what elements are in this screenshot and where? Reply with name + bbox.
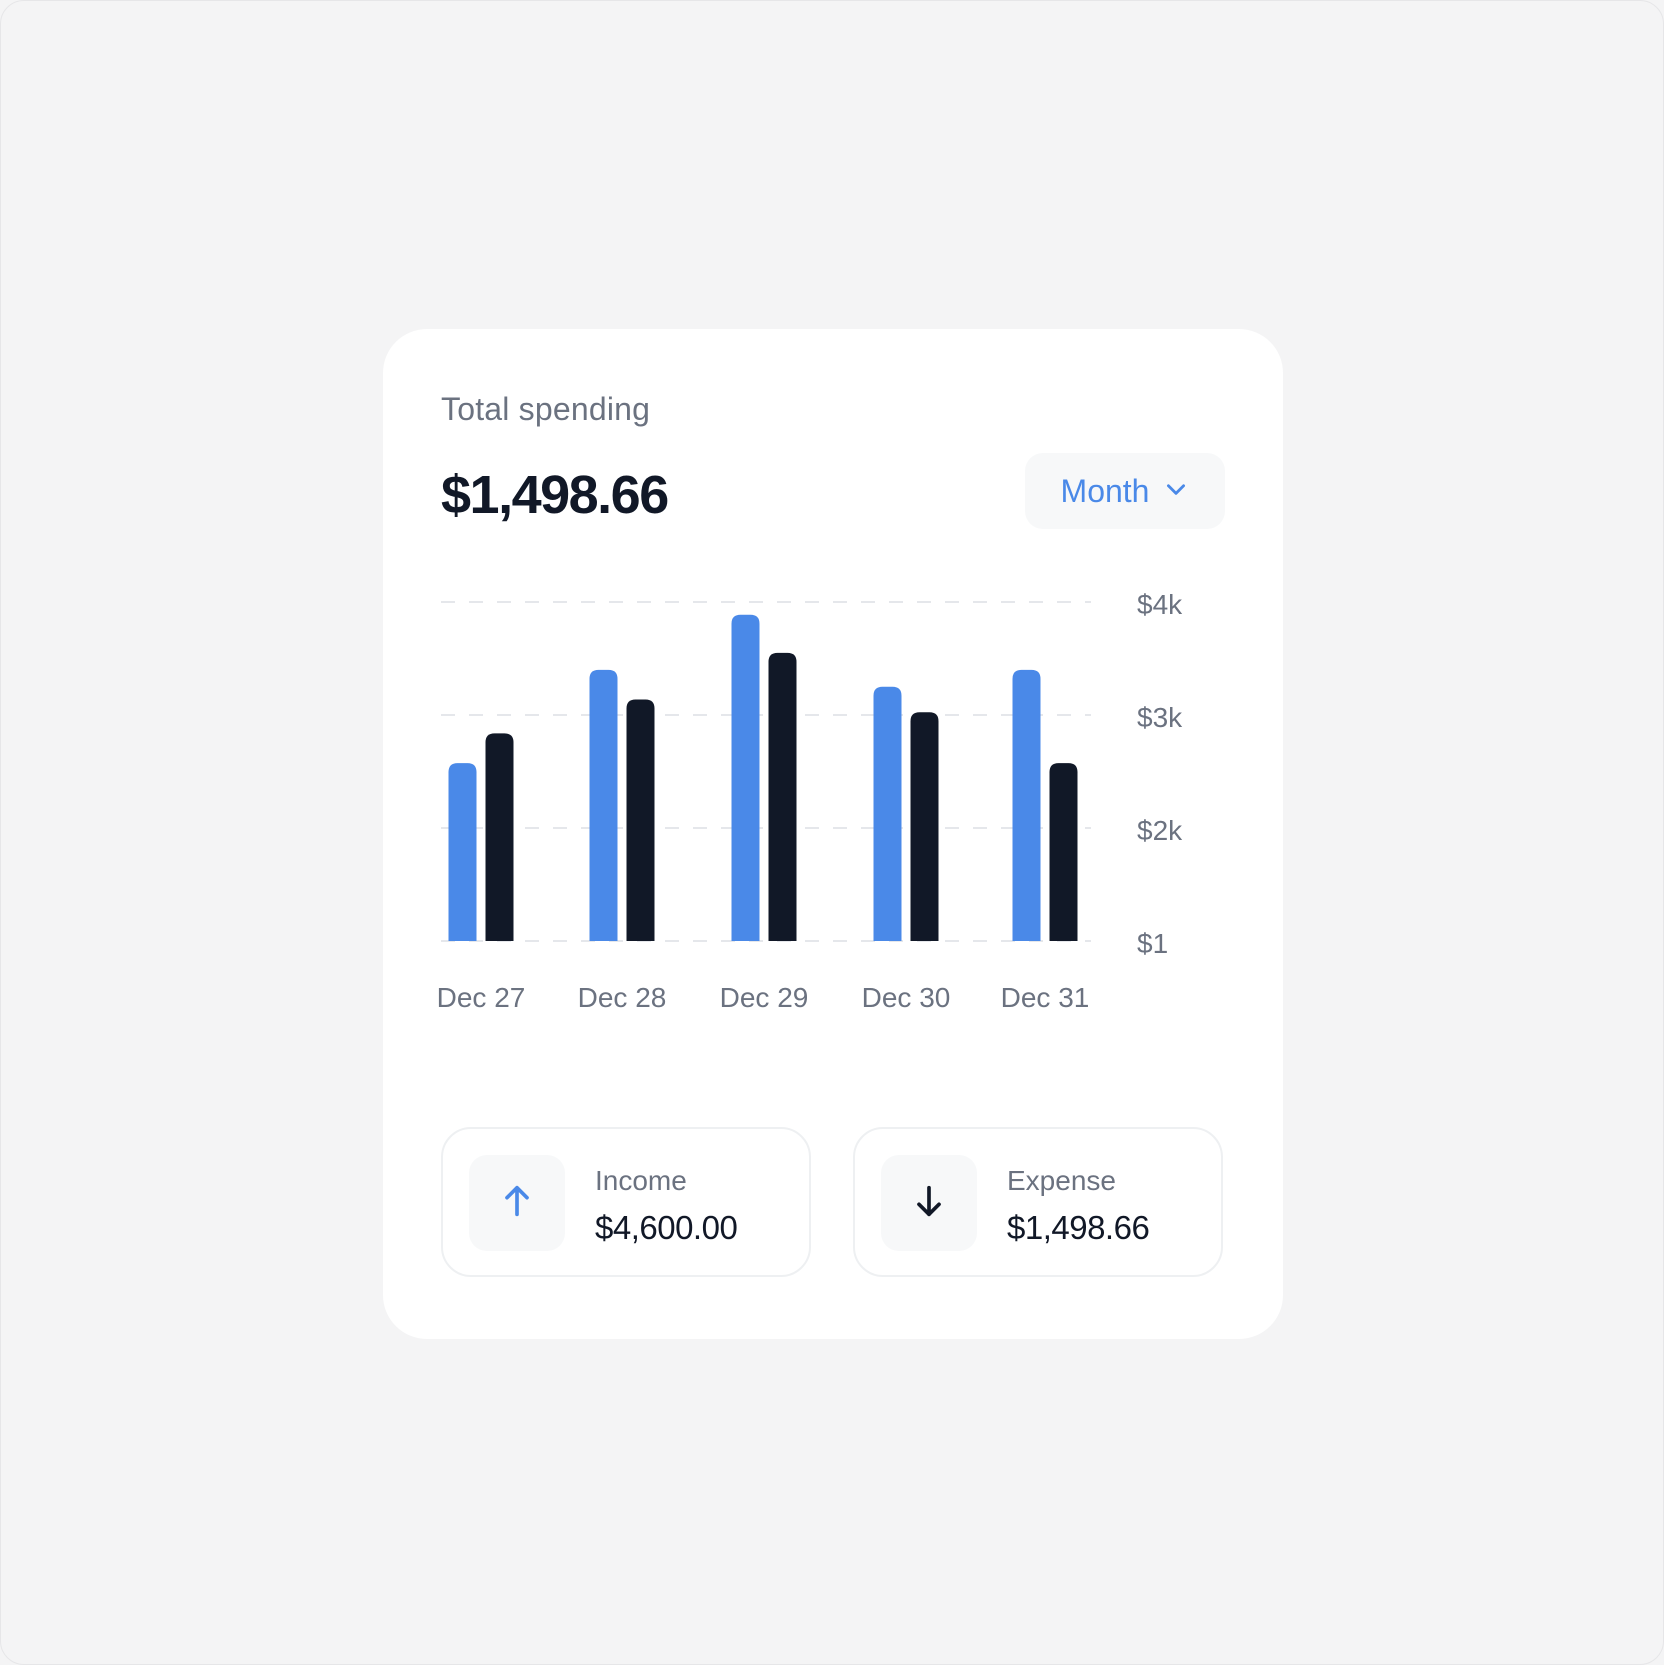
bar-expense bbox=[768, 652, 797, 941]
total-spending-amount: $1,498.66 bbox=[441, 465, 669, 525]
income-summary: Income $4,600.00 bbox=[441, 1127, 811, 1277]
chart-canvas: $4k $3k $2k $1 Dec 27 Dec 28 Dec 29 Dec 30 Dec 3… bbox=[437, 589, 1184, 1013]
bar-expense bbox=[626, 699, 655, 941]
x-tick-label: Dec 28 bbox=[578, 982, 667, 1013]
y-tick-label: $4k bbox=[1137, 589, 1183, 620]
income-label: Income bbox=[595, 1165, 687, 1196]
bar-income bbox=[873, 686, 902, 941]
x-tick-label: Dec 29 bbox=[720, 982, 809, 1013]
x-tick-label: Dec 27 bbox=[437, 982, 526, 1013]
chevron-down-icon bbox=[1163, 473, 1189, 510]
arrow-down-icon bbox=[909, 1181, 949, 1226]
expense-value: $1,498.66 bbox=[1007, 1209, 1150, 1246]
bar-income bbox=[448, 763, 477, 941]
income-value: $4,600.00 bbox=[595, 1209, 738, 1246]
arrow-up-icon bbox=[497, 1181, 537, 1226]
y-tick-label: $2k bbox=[1137, 815, 1183, 846]
bar-expense bbox=[1049, 763, 1078, 941]
expense-icon-box bbox=[881, 1155, 977, 1251]
bar-income bbox=[589, 669, 618, 941]
x-tick-label: Dec 31 bbox=[1001, 982, 1090, 1013]
bar-expense bbox=[485, 733, 514, 941]
income-icon-box bbox=[469, 1155, 565, 1251]
bar-income bbox=[1012, 669, 1041, 941]
expense-label: Expense bbox=[1007, 1165, 1116, 1196]
y-tick-label: $1 bbox=[1137, 928, 1168, 959]
spending-bar-chart: $4k $3k $2k $1 Dec 27 Dec 28 Dec 29 Dec 30 Dec 3… bbox=[437, 589, 1231, 1089]
period-dropdown-label: Month bbox=[1060, 472, 1150, 509]
card-title: Total spending bbox=[441, 391, 651, 427]
bar-income bbox=[731, 614, 760, 941]
bar-expense bbox=[910, 712, 939, 941]
y-tick-label: $3k bbox=[1137, 702, 1183, 733]
expense-summary: Expense $1,498.66 bbox=[853, 1127, 1223, 1277]
period-dropdown[interactable]: Month bbox=[1025, 453, 1225, 529]
spending-card: Total spending $1,498.66 Month $4k $3k $2k… bbox=[383, 329, 1283, 1339]
x-tick-label: Dec 30 bbox=[862, 982, 951, 1013]
